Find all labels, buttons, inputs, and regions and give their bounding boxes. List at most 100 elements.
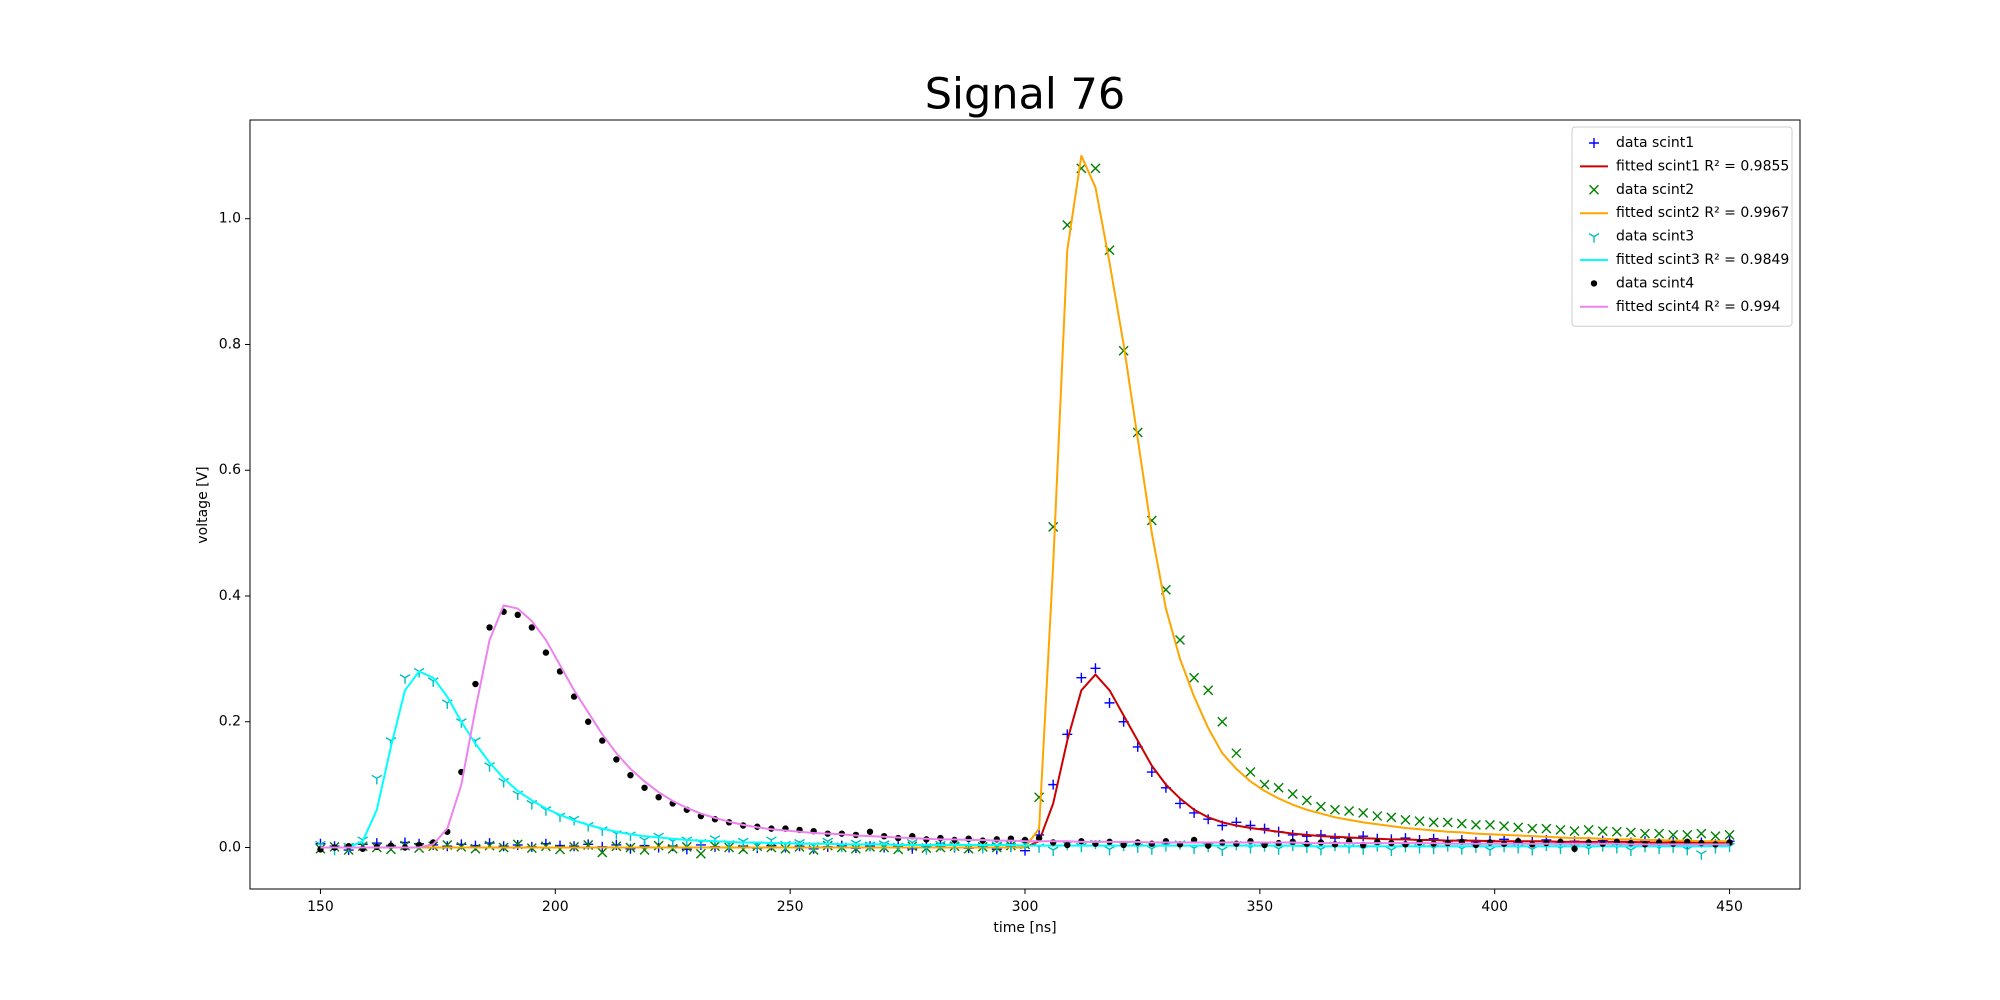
legend-label: fitted scint3 R² = 0.9849 xyxy=(1616,252,1789,268)
data-point xyxy=(599,737,606,744)
data-point xyxy=(1428,817,1439,828)
y-tick-label: 0.2 xyxy=(219,714,241,730)
data-point xyxy=(1710,831,1721,842)
legend-label: fitted scint2 R² = 0.9967 xyxy=(1616,205,1789,221)
data-point xyxy=(1301,795,1312,806)
data-point xyxy=(1189,672,1200,683)
x-axis-label: time [ns] xyxy=(993,920,1056,936)
fit-line xyxy=(320,604,1730,849)
data-point xyxy=(1442,817,1453,828)
data-point xyxy=(1456,818,1467,829)
data-point xyxy=(1217,716,1228,727)
data-point xyxy=(498,841,509,852)
data-point xyxy=(1485,819,1495,830)
data-point xyxy=(1724,829,1735,840)
data-point xyxy=(1358,807,1369,818)
data-point xyxy=(653,840,664,851)
data-point xyxy=(1588,232,1600,243)
data-point xyxy=(540,841,551,852)
data-point xyxy=(1640,828,1650,839)
data-point xyxy=(613,756,620,763)
data-point xyxy=(1287,789,1298,800)
y-tick-label: 0.6 xyxy=(219,462,241,478)
legend-label: data scint4 xyxy=(1616,275,1694,291)
data-point xyxy=(1273,782,1284,793)
y-axis-label: voltage [V] xyxy=(195,466,211,543)
data-point xyxy=(1245,767,1256,778)
data-point xyxy=(472,680,479,688)
data-point xyxy=(1589,184,1599,195)
data-point xyxy=(866,828,874,835)
data-point xyxy=(1590,280,1598,287)
data-point xyxy=(667,843,678,854)
axes-frame xyxy=(249,119,1801,890)
data-point xyxy=(710,841,720,852)
data-point xyxy=(1231,748,1242,759)
plot-area xyxy=(315,154,1735,860)
data-point xyxy=(1555,824,1566,835)
data-point xyxy=(738,844,749,855)
data-point xyxy=(514,611,521,619)
data-point xyxy=(1583,824,1594,835)
data-point xyxy=(1654,828,1665,839)
data-point xyxy=(1414,816,1425,827)
data-point xyxy=(1400,814,1411,825)
data-point xyxy=(1047,846,1059,857)
legend: data scint1 fitted scint1 R² = 0.9855 data… xyxy=(1571,126,1793,327)
x-tick-label: 300 xyxy=(1012,899,1039,915)
x-tick-label: 450 xyxy=(1716,899,1743,915)
data-point xyxy=(1358,831,1369,842)
data-point xyxy=(655,793,662,801)
data-point xyxy=(627,771,634,779)
data-point xyxy=(1611,826,1622,837)
data-point xyxy=(1330,804,1340,815)
legend-label: data scint3 xyxy=(1616,229,1694,245)
x-tick-label: 150 xyxy=(307,899,334,915)
data-point xyxy=(1386,812,1397,823)
data-point xyxy=(1682,829,1693,840)
data-point xyxy=(1175,798,1185,809)
data-point xyxy=(1076,672,1087,683)
data-point xyxy=(1625,846,1637,857)
fit-line xyxy=(320,670,1730,849)
data-point xyxy=(625,843,636,854)
data-point xyxy=(1527,823,1538,834)
data-point xyxy=(486,624,493,631)
data-point xyxy=(1571,845,1578,852)
data-point xyxy=(442,841,453,852)
x-tick-label: 400 xyxy=(1481,899,1508,915)
legend-frame xyxy=(1571,126,1793,327)
data-point xyxy=(1499,821,1510,832)
data-point xyxy=(1695,850,1707,860)
data-point xyxy=(1048,521,1059,532)
data-point xyxy=(1597,826,1608,837)
data-point xyxy=(1090,163,1101,174)
data-point xyxy=(1175,635,1185,645)
data-point xyxy=(1372,811,1383,822)
y-tick-label: 0.8 xyxy=(219,336,241,352)
data-point xyxy=(1034,792,1045,803)
data-point xyxy=(1484,846,1496,857)
data-point xyxy=(695,848,706,859)
data-point xyxy=(1203,685,1214,696)
data-point xyxy=(1216,846,1228,857)
legend-label: data scint1 xyxy=(1616,135,1694,151)
y-tick-label: 0.4 xyxy=(219,588,241,604)
data-point xyxy=(1513,822,1524,833)
x-tick-label: 250 xyxy=(777,899,804,915)
data-point xyxy=(584,718,592,725)
data-point xyxy=(1104,697,1115,708)
data-point xyxy=(528,624,536,631)
data-point xyxy=(484,840,495,851)
legend-label: fitted scint4 R² = 0.994 xyxy=(1616,299,1780,315)
data-point xyxy=(1541,823,1552,834)
data-point xyxy=(542,649,550,656)
data-point xyxy=(1344,806,1355,817)
data-point xyxy=(1696,828,1707,839)
data-point xyxy=(570,693,578,700)
data-point xyxy=(1470,819,1481,830)
data-point xyxy=(1259,779,1270,790)
x-tick-label: 350 xyxy=(1246,899,1273,915)
data-point xyxy=(1668,829,1679,840)
